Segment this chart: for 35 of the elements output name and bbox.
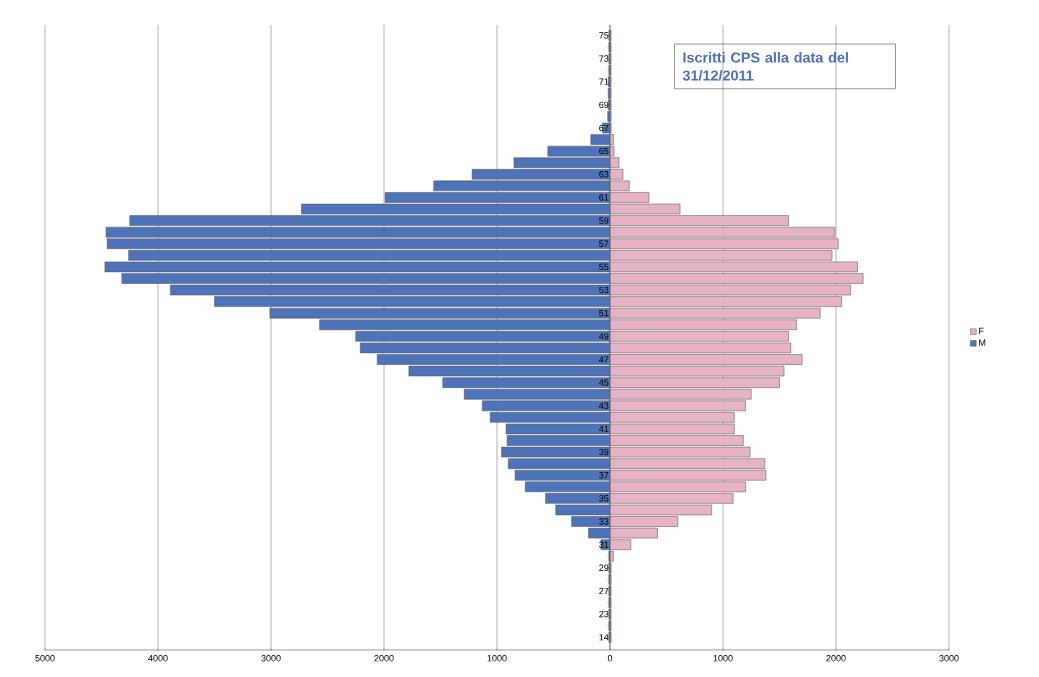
- y-tick-label: 27: [599, 587, 609, 595]
- y-tick-label: 61: [599, 194, 609, 201]
- y-tick-label: 23: [599, 610, 609, 618]
- x-tick-label: 2000: [374, 655, 394, 662]
- y-tick-label: 43: [598, 402, 609, 409]
- x-tick-label: 3000: [261, 655, 281, 662]
- y-tick-label: 55: [599, 263, 609, 271]
- y-tick-label: 75: [599, 32, 609, 39]
- y-tick-label: 14: [599, 634, 609, 641]
- text: Iscritti CPS alla data del 31/12/2011: [682, 52, 848, 81]
- y-tick-label: 63: [599, 171, 609, 178]
- x-tick-label: 3000: [939, 655, 959, 662]
- y-tick-label: 29: [599, 564, 609, 571]
- y-tick-label: 39: [599, 448, 609, 456]
- y-tick-label: 33: [599, 518, 609, 525]
- y-tick-label: 59: [599, 217, 609, 224]
- y-tick-label: 65: [599, 147, 609, 155]
- y-tick-label: 47: [598, 356, 609, 363]
- y-tick-label: 73: [599, 55, 609, 62]
- x-tick-label: 2000: [826, 655, 846, 662]
- x-tick-label: 5000: [35, 655, 55, 662]
- legend-label: M: [979, 339, 986, 346]
- y-tick-label: 35: [599, 495, 609, 502]
- y-tick-label: 49: [598, 333, 609, 340]
- legend-label: F: [979, 327, 984, 334]
- y-tick-label: 57: [599, 240, 609, 247]
- y-tick-label: 37: [599, 472, 609, 479]
- y-tick-label: 41: [598, 425, 609, 433]
- x-tick-label: 1000: [713, 655, 733, 662]
- x-tick-label: 1000: [487, 655, 507, 662]
- x-tick-label: 4000: [148, 655, 168, 662]
- x-tick-label: 0: [607, 655, 613, 662]
- y-tick-label: 45: [598, 379, 609, 386]
- y-tick-label: 51: [599, 310, 609, 317]
- y-tick-label: 53: [599, 286, 609, 294]
